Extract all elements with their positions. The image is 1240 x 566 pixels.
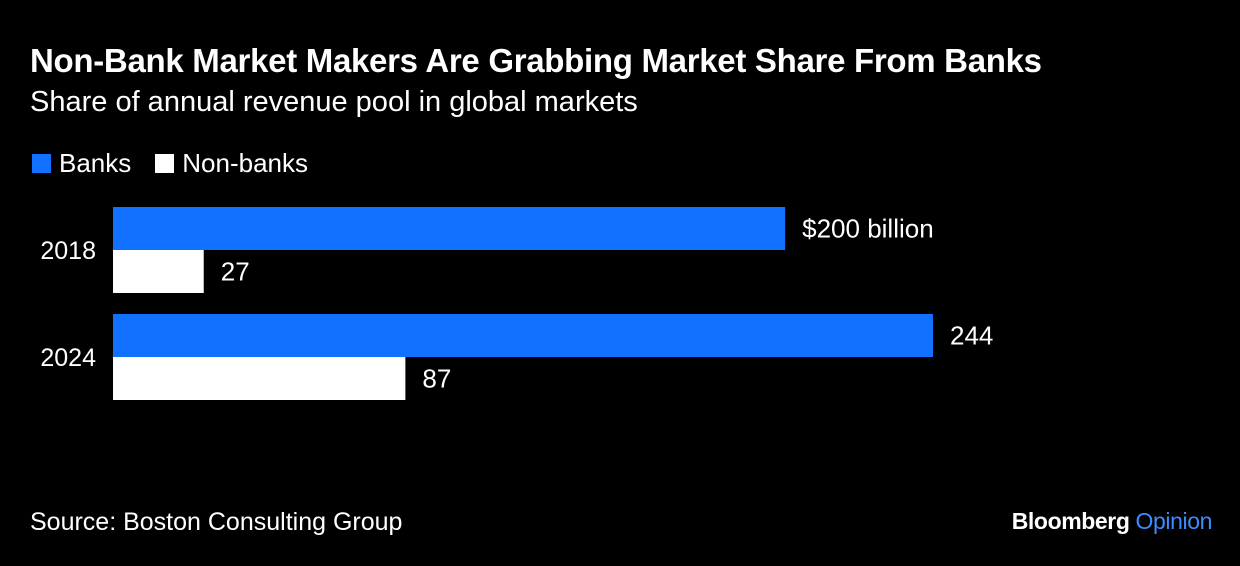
legend-swatch-banks xyxy=(32,154,51,173)
category-label-2024: 2024 xyxy=(40,344,96,372)
legend: Banks Non-banks xyxy=(32,148,332,179)
brand-suffix: Opinion xyxy=(1135,508,1213,534)
data-label-non-banks-2018: 27 xyxy=(221,257,250,287)
bar-non-banks-2024 xyxy=(113,357,406,400)
legend-item-non-banks: Non-banks xyxy=(155,148,308,179)
chart-subtitle: Share of annual revenue pool in global m… xyxy=(30,86,638,118)
brand-logo: Bloomberg Opinion xyxy=(1011,508,1213,535)
data-label-banks-2018: $200 billion xyxy=(802,214,934,244)
legend-swatch-non-banks xyxy=(155,154,175,173)
bar-non-banks-2018 xyxy=(113,250,204,293)
source-note: Source: Boston Consulting Group xyxy=(30,508,403,536)
category-label-2018: 2018 xyxy=(40,237,96,265)
legend-label-banks: Banks xyxy=(59,148,132,178)
data-label-banks-2024: 244 xyxy=(950,321,993,351)
bar-banks-2018 xyxy=(113,207,786,250)
brand-name: Bloomberg xyxy=(1011,508,1130,534)
legend-label-non-banks: Non-banks xyxy=(182,148,308,178)
bar-banks-2024 xyxy=(113,314,933,357)
data-label-non-banks-2024: 87 xyxy=(422,364,451,394)
chart-title: Non-Bank Market Makers Are Grabbing Mark… xyxy=(30,42,1042,79)
legend-item-banks: Banks xyxy=(32,148,131,179)
